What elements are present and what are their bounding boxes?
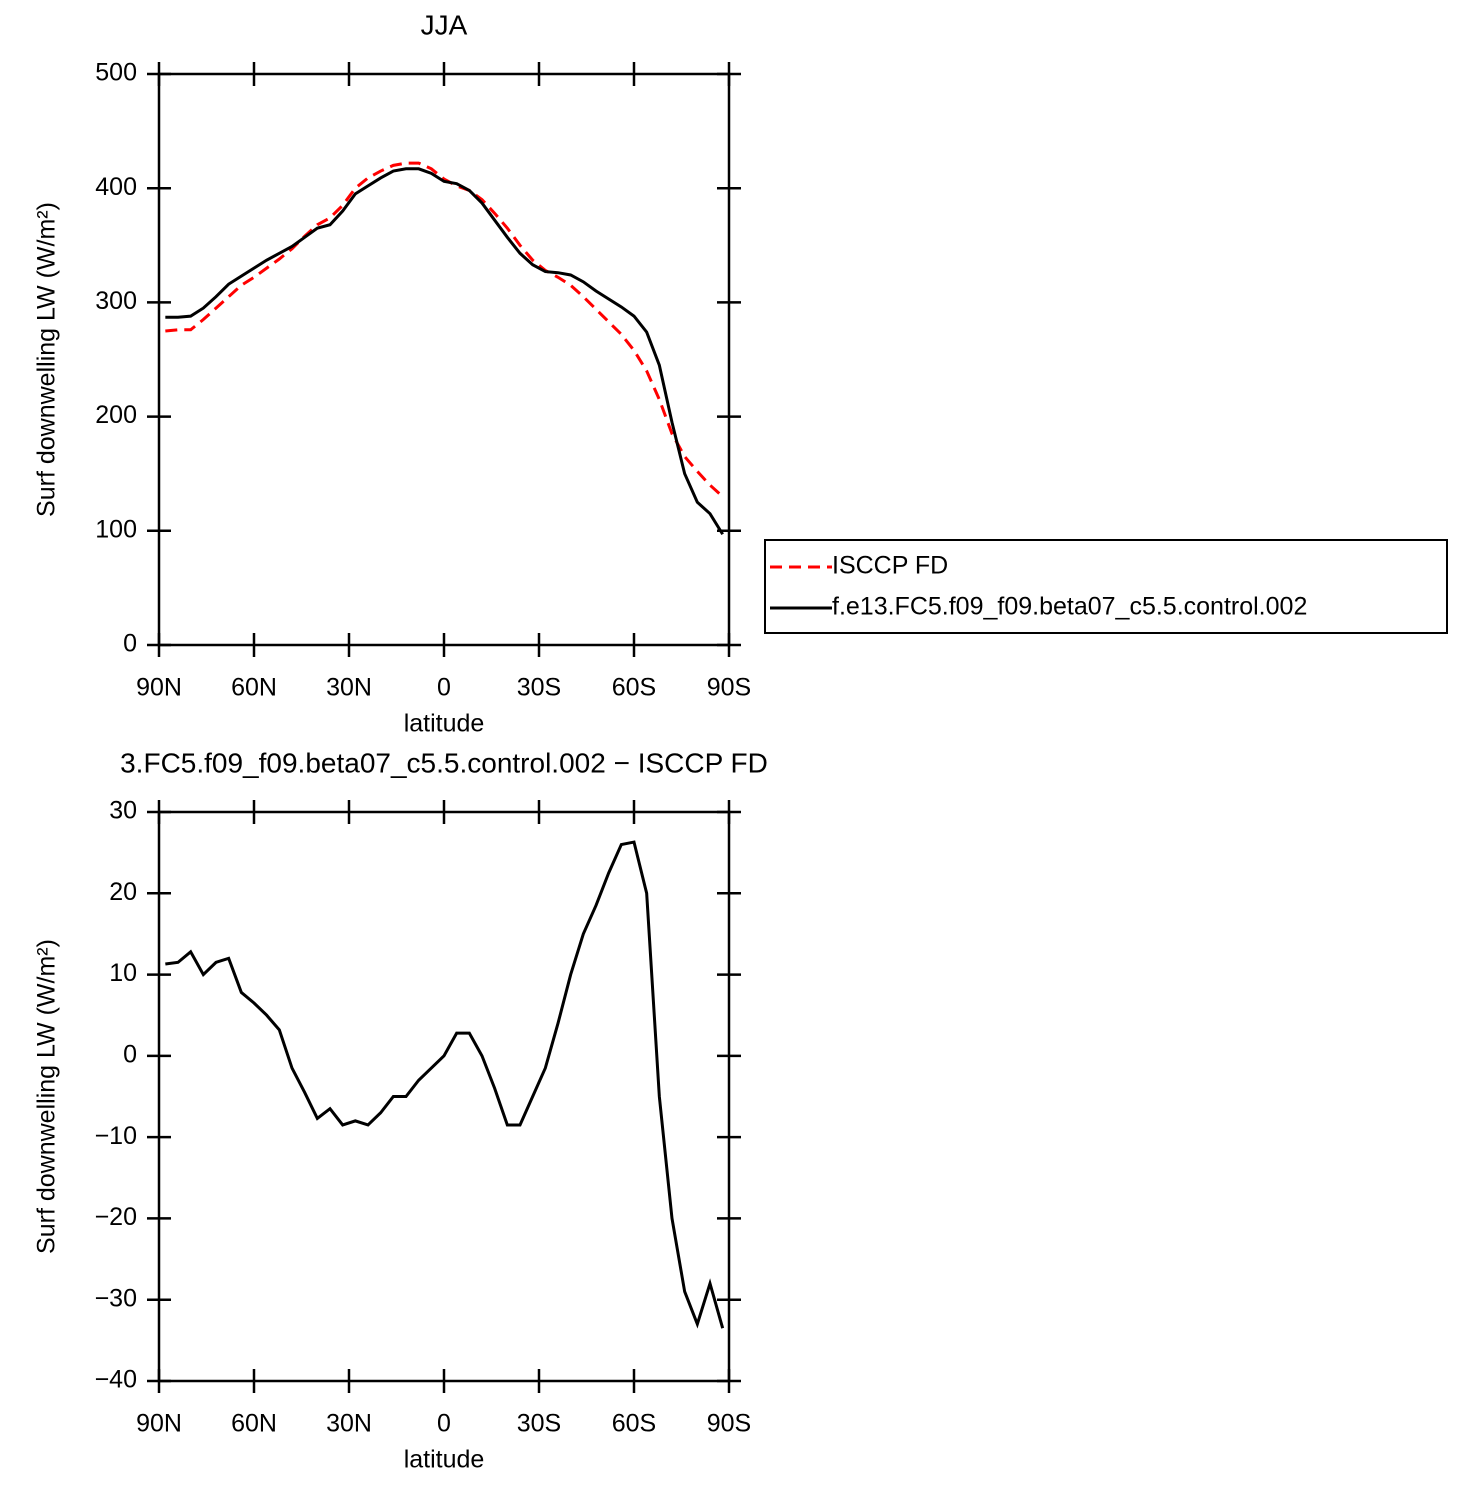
y-axis-label: Surf downwelling LW (W/m²) (33, 202, 61, 517)
y-tick-label: 400 (95, 173, 137, 201)
y-tick-label: 500 (95, 59, 137, 87)
x-tick-label: 30S (517, 1410, 561, 1438)
y-tick-label: 20 (109, 878, 137, 906)
x-tick-label: 90N (136, 674, 182, 702)
x-tick-label: 30S (517, 674, 561, 702)
y-tick-label: 0 (123, 1040, 137, 1068)
x-tick-label: 0 (437, 674, 451, 702)
x-tick-label: 60S (612, 1410, 656, 1438)
y-tick-label: 300 (95, 287, 137, 315)
x-tick-label: 60N (231, 674, 277, 702)
x-tick-label: 60S (612, 674, 656, 702)
y-tick-label: −40 (95, 1366, 137, 1394)
chart-title: 3.FC5.f09_f09.beta07_c5.5.control.002 − … (120, 747, 768, 778)
y-tick-label: 200 (95, 401, 137, 429)
x-tick-label: 30N (326, 674, 372, 702)
plot-frame (157, 810, 731, 1383)
chart-title: JJA (421, 9, 468, 40)
x-tick-label: 90N (136, 1410, 182, 1438)
data-line (165, 161, 724, 498)
legend-label: f.e13.FC5.f09_f09.beta07_c5.5.control.00… (832, 593, 1307, 621)
y-tick-label: −20 (95, 1203, 137, 1231)
plot-frame (157, 72, 731, 647)
data-line (165, 167, 724, 536)
x-tick-label: 90S (707, 674, 751, 702)
legend-box (764, 539, 1448, 634)
x-axis-label: latitude (404, 1446, 485, 1474)
legend-label: ISCCP FD (832, 552, 948, 580)
y-tick-label: 30 (109, 797, 137, 825)
y-tick-label: −10 (95, 1122, 137, 1150)
data-line (165, 840, 725, 1329)
x-tick-label: 0 (437, 1410, 451, 1438)
y-axis-label: Surf downwelling LW (W/m²) (33, 939, 61, 1254)
x-axis-label: latitude (404, 710, 485, 738)
y-tick-label: 100 (95, 515, 137, 543)
x-tick-label: 90S (707, 1410, 751, 1438)
y-tick-label: 10 (109, 959, 137, 987)
x-tick-label: 60N (231, 1410, 277, 1438)
y-tick-label: 0 (123, 630, 137, 658)
x-tick-label: 30N (326, 1410, 372, 1438)
y-tick-label: −30 (95, 1284, 137, 1312)
